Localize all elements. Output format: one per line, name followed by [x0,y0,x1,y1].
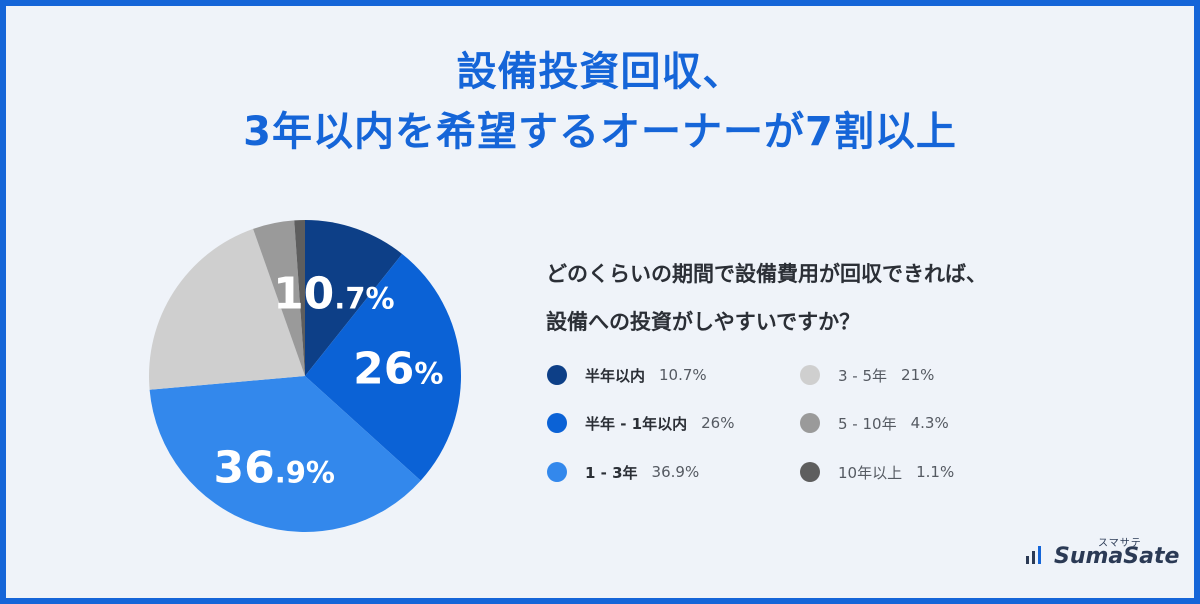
legend-dot [547,413,567,433]
survey-question: どのくらいの期間で設備費用が回収できれば、 設備への投資がしやすいですか？ [546,250,987,346]
legend-label: 半年 - 1年以内 [585,414,688,433]
logo-kana: スマサテ [1098,538,1142,549]
legend-value: 21% [901,366,935,384]
legend-label: 半年以内 [585,366,646,385]
legend-item-3-to-5-years: 3 - 5年 21% [800,363,934,387]
legend-value: 26% [701,414,735,432]
legend-value: 4.3% [910,414,949,432]
pie-slice-5 [294,220,305,376]
legend-label: 5 - 10年 [838,414,897,433]
legend-dot [800,413,820,433]
legend-dot [800,462,820,482]
legend-item-half-year: 半年以内 10.7% [547,363,707,387]
slice-value-label-0: 10.7% [273,269,395,320]
logo-text: SumaSate [1054,544,1180,569]
title-line-2: 3年以内を希望するオーナーが7割以上 [243,109,957,155]
pie-slice-3 [149,228,305,390]
legend-value: 1.1% [916,463,955,481]
legend-dot [547,462,567,482]
legend-item-5-to-10-years: 5 - 10年 4.3% [800,411,949,435]
legend-value: 36.9% [651,463,700,481]
sumasate-logo: スマサテ SumaSate [1026,534,1180,574]
page-title: 設備投資回収、 3年以内を希望するオーナーが7割以上 [0,42,1200,162]
legend-item-10-plus-years: 10年以上 1.1% [800,460,954,484]
question-line-2: 設備への投資がしやすいですか？ [546,310,861,334]
pie-slice-1 [305,253,461,481]
pie-slice-4 [253,220,305,376]
legend-label: 1 - 3年 [585,463,638,482]
slice-value-label-1: 26% [353,343,443,394]
legend-item-half-to-1-year: 半年 - 1年以内 26% [547,411,734,435]
legend-item-1-to-3-years: 1 - 3年 36.9% [547,460,699,484]
legend-label: 3 - 5年 [838,366,888,385]
question-line-1: どのくらいの期間で設備費用が回収できれば、 [546,262,987,286]
logo-bars-icon [1026,546,1044,564]
legend-value: 10.7% [659,366,707,384]
legend-dot [547,365,567,385]
legend-label: 10年以上 [838,463,903,482]
pie-slice-0 [305,220,403,376]
title-line-1: 設備投資回収、 [456,49,744,95]
pie-slice-2 [149,376,421,533]
slice-value-label-2: 36.9% [213,443,335,494]
legend-dot [800,365,820,385]
